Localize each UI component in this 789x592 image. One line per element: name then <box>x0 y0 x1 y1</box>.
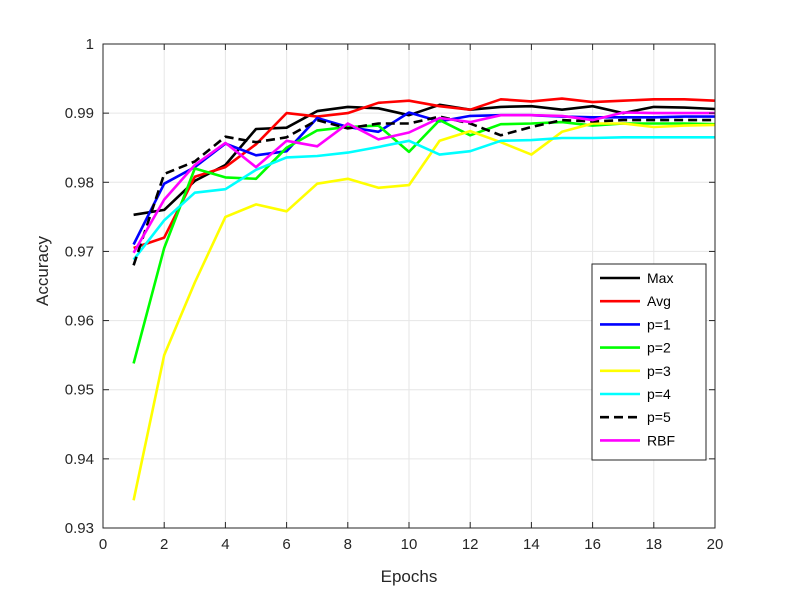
x-tick-label: 12 <box>462 536 479 553</box>
x-tick-label: 16 <box>584 536 601 553</box>
y-tick-label: 0.95 <box>65 382 94 399</box>
y-axis-label: Accuracy <box>33 236 52 306</box>
series-line-RBF <box>132 111 715 254</box>
series-line-Avg <box>133 97 716 250</box>
series-line-p=5 <box>132 115 715 266</box>
x-tick-label: 0 <box>99 536 107 553</box>
plot-area <box>132 97 716 501</box>
legend-label-RBF: RBF <box>647 432 675 448</box>
series-line-Max <box>133 103 716 217</box>
x-tick-label: 10 <box>401 536 418 553</box>
x-tick-label: 18 <box>645 536 662 553</box>
y-tick-label: 0.93 <box>65 520 94 537</box>
x-tick-label: 20 <box>707 536 724 553</box>
x-tick-label: 8 <box>344 536 352 553</box>
y-tick-label: 0.96 <box>65 313 94 330</box>
y-tick-label: 0.94 <box>65 451 94 468</box>
legend: Max Avg p=1 p=2 p=3 p=4 p=5 RBF <box>591 263 707 461</box>
series-line-p=3 <box>132 122 716 501</box>
x-tick-label: 14 <box>523 536 540 553</box>
legend-label-p=2: p=2 <box>647 340 671 356</box>
legend-label-p=3: p=3 <box>647 363 671 379</box>
axes <box>102 43 716 529</box>
x-tick-label: 4 <box>221 536 229 553</box>
y-tick-label: 0.97 <box>65 243 94 260</box>
y-tick-label: 0.98 <box>65 174 94 191</box>
x-axis-label: Epochs <box>381 567 438 586</box>
y-tick-label: 0.99 <box>65 105 94 122</box>
legend-box <box>591 263 707 461</box>
x-tick-label: 2 <box>160 536 168 553</box>
legend-label-Avg: Avg <box>647 293 671 309</box>
x-tick-label: 6 <box>282 536 290 553</box>
legend-label-p=4: p=4 <box>647 386 671 402</box>
legend-label-p=1: p=1 <box>647 316 671 332</box>
tick-labels: 0 2 4 6 8 10 12 14 16 18 20 0.93 0.94 0.95 0.96 0.97 0.9… <box>65 36 724 553</box>
y-tick-label: 1 <box>86 36 94 53</box>
legend-label-p=5: p=5 <box>647 409 671 425</box>
series-line-p=4 <box>132 136 715 261</box>
legend-label-Max: Max <box>647 270 673 286</box>
